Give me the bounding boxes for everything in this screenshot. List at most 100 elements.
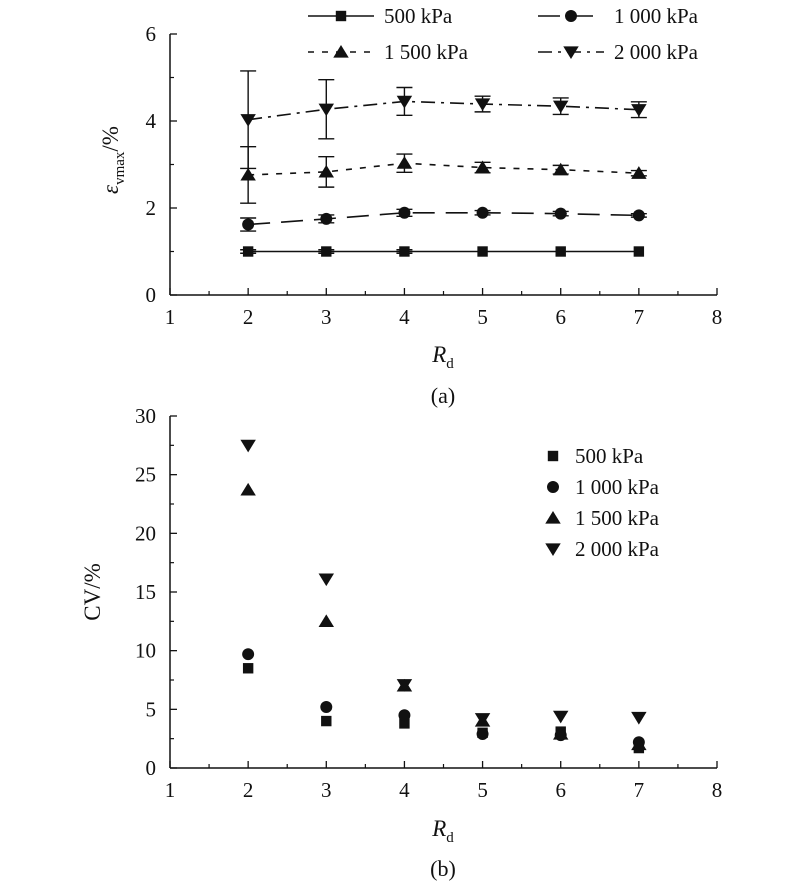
legend-item: 500 kPa (308, 4, 453, 28)
data-point (399, 718, 410, 729)
x-tick-label: 5 (477, 778, 488, 802)
legend-marker (565, 10, 577, 22)
x-tick-label: 8 (712, 778, 723, 802)
data-point (631, 166, 647, 179)
y-tick-label: 4 (146, 109, 157, 133)
y-tick-label: 5 (146, 697, 157, 721)
data-point (552, 710, 569, 724)
data-point (555, 246, 566, 257)
legend-item: 1 000 kPa (538, 4, 699, 28)
x-axis-title: Rd (431, 816, 454, 846)
data-point (476, 727, 489, 740)
x-tick-label: 8 (712, 305, 723, 329)
data-point (396, 156, 413, 169)
x-tick-label: 7 (634, 305, 645, 329)
legend-marker (545, 510, 561, 524)
series-line (248, 100, 639, 121)
data-point (632, 209, 645, 222)
data-point (396, 95, 413, 109)
panel-b-chart: 1 2 3 4 5 6 7 8 0 5 10 15 20 25 30 Rd (b) CV/% 500 kPa 1 00… (80, 404, 722, 881)
legend-item: 1 500 kPa (308, 40, 469, 64)
data-point (396, 679, 413, 692)
legend-marker (333, 44, 349, 58)
data-point (552, 726, 569, 740)
data-point (318, 103, 335, 117)
data-point (476, 206, 489, 219)
series-line (248, 162, 639, 176)
y-axis-title-suffix: /% (98, 126, 123, 152)
x-axis-title: Rd (431, 342, 454, 372)
y-tick-label: 25 (135, 463, 156, 487)
data-point (552, 162, 569, 176)
series-500kpa (242, 663, 645, 754)
y-axis-title-sub: vmax (112, 151, 128, 185)
data-point (242, 218, 255, 231)
legend-marker (545, 543, 561, 557)
x-tick-label: 7 (634, 778, 645, 802)
data-point (240, 439, 256, 453)
data-point (240, 482, 256, 496)
x-tick-label: 3 (321, 778, 332, 802)
data-point (318, 164, 335, 178)
data-point (240, 114, 256, 127)
data-point (552, 100, 569, 114)
series-1000kpa (240, 206, 647, 232)
x-tick-label: 6 (555, 305, 566, 329)
y-tick-label: 0 (146, 756, 157, 780)
series-500kpa (240, 246, 645, 257)
data-point (474, 98, 491, 112)
x-tick-label: 5 (477, 305, 488, 329)
data-point (321, 715, 332, 727)
legend-item: 1 500 kPa (545, 506, 660, 530)
x-tick-label: 2 (243, 305, 254, 329)
legend-marker (547, 450, 559, 462)
x-axis-title-main: R (431, 342, 446, 367)
legend-item: 2 000 kPa (538, 40, 699, 64)
data-point (242, 246, 254, 257)
x-tick-label: 6 (555, 778, 566, 802)
data-point (320, 701, 333, 713)
y-axis-title: CV/% (80, 563, 105, 621)
data-point (240, 167, 256, 181)
data-point (474, 713, 491, 726)
data-point (242, 648, 255, 661)
data-point (398, 206, 411, 219)
panel-label: (a) (431, 383, 455, 408)
legend-label: 1 500 kPa (575, 506, 660, 530)
legend-label: 500 kPa (384, 4, 453, 28)
x-tick-label: 3 (321, 305, 332, 329)
legend-item: 1 000 kPa (547, 475, 660, 499)
x-tick-label: 1 (165, 305, 176, 329)
panel-a-chart: 1 2 3 4 5 6 7 8 0 2 4 6 Rd (a) εvmax/% 500 kPa 1 000 kPa… (98, 4, 722, 408)
series-2000kpa (240, 70, 647, 170)
series-1500kpa (240, 145, 647, 204)
y-tick-label: 30 (135, 404, 156, 428)
x-axis-title-main: R (431, 816, 446, 841)
data-point (321, 246, 332, 257)
legend-marker (335, 10, 347, 22)
y-axis-title: εvmax/% (98, 126, 128, 194)
y-axis-title-main: ε (98, 184, 123, 194)
data-point (318, 573, 335, 587)
legend: 500 kPa 1 000 kPa 1 500 kPa 2 000 kPa (545, 444, 660, 561)
data-point (399, 246, 410, 257)
series-1000kpa (242, 648, 645, 749)
y-tick-label: 2 (146, 196, 157, 220)
legend-label: 500 kPa (575, 444, 644, 468)
legend-label: 1 000 kPa (575, 475, 660, 499)
data-point (633, 246, 645, 257)
data-point (320, 212, 333, 225)
y-tick-label: 10 (135, 639, 156, 663)
data-point (631, 104, 647, 117)
x-tick-label: 4 (399, 305, 410, 329)
data-point (398, 709, 411, 722)
legend: 500 kPa 1 000 kPa 1 500 kPa 2 000 kPa (308, 4, 699, 64)
x-tick-label: 4 (399, 778, 410, 802)
y-tick-label: 0 (146, 283, 157, 307)
series-1500kpa (240, 482, 647, 751)
legend-label: 2 000 kPa (575, 537, 660, 561)
y-tick-label: 6 (146, 22, 157, 46)
legend-marker (547, 481, 559, 493)
legend-label: 1 500 kPa (384, 40, 469, 64)
